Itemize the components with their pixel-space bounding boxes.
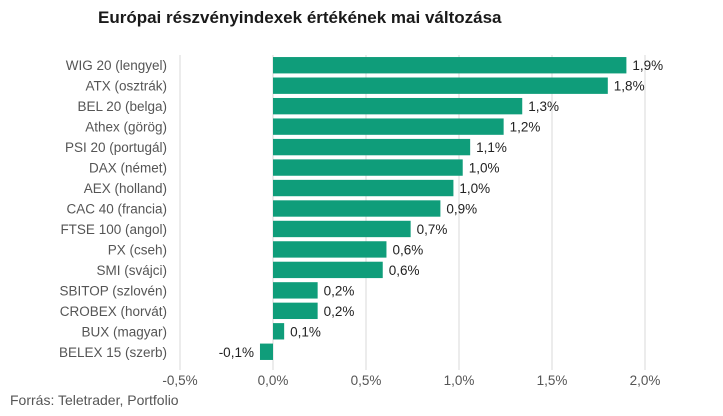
bar (273, 138, 471, 156)
value-label: -0,1% (219, 345, 254, 360)
x-tick-label: 1,5% (537, 373, 568, 388)
bar (273, 118, 504, 135)
value-label: 1,1% (476, 140, 507, 155)
value-label: 1,0% (459, 181, 490, 196)
category-label: FTSE 100 (angol) (60, 222, 167, 237)
bar (273, 159, 463, 176)
category-label: PSI 20 (portugál) (65, 140, 167, 155)
x-tick-label: 0,0% (258, 373, 289, 388)
category-label: CAC 40 (francia) (66, 202, 167, 217)
value-label: 0,9% (446, 202, 477, 217)
value-label: 1,3% (528, 99, 559, 114)
category-label: BEL 20 (belga) (77, 99, 167, 114)
category-label: SBITOP (szlovén) (59, 283, 167, 298)
value-label: 0,6% (392, 242, 423, 257)
x-tick-label: 0,5% (351, 373, 382, 388)
x-tick-label: -0,5% (162, 373, 197, 388)
value-label: 0,7% (417, 222, 448, 237)
x-tick-label: 1,0% (444, 373, 475, 388)
bar (273, 220, 411, 238)
category-label: BELEX 15 (szerb) (59, 345, 167, 360)
x-tick-label: 2,0% (630, 373, 661, 388)
value-label: 1,9% (632, 58, 663, 73)
bar (273, 302, 318, 320)
source-note: Forrás: Teletrader, Portfolio (10, 392, 179, 408)
value-label: 0,1% (290, 324, 321, 339)
chart-title: Európai részvényindexek értékének mai vá… (98, 8, 502, 27)
value-label: 0,6% (389, 263, 420, 278)
value-label: 1,2% (510, 120, 541, 135)
bar (273, 200, 441, 217)
category-label: Athex (görög) (85, 120, 167, 135)
value-label: 1,0% (469, 161, 500, 176)
category-label: SMI (svájci) (97, 263, 168, 278)
bar (273, 179, 454, 197)
bar (273, 77, 608, 94)
category-label: WIG 20 (lengyel) (66, 58, 167, 73)
category-label: BUX (magyar) (81, 324, 167, 339)
bar (273, 282, 318, 299)
bar (273, 323, 285, 340)
category-label: PX (cseh) (108, 242, 167, 257)
value-label: 0,2% (324, 283, 355, 298)
category-label: AEX (holland) (84, 181, 167, 196)
value-label: 1,8% (614, 79, 645, 94)
bar (273, 241, 387, 258)
bar (259, 343, 273, 360)
category-label: ATX (osztrák) (85, 79, 167, 94)
category-label: CROBEX (horvát) (60, 304, 167, 319)
bar (273, 97, 523, 115)
value-label: 0,2% (324, 304, 355, 319)
bar (273, 57, 627, 74)
bar (273, 261, 383, 279)
category-label: DAX (német) (89, 161, 167, 176)
